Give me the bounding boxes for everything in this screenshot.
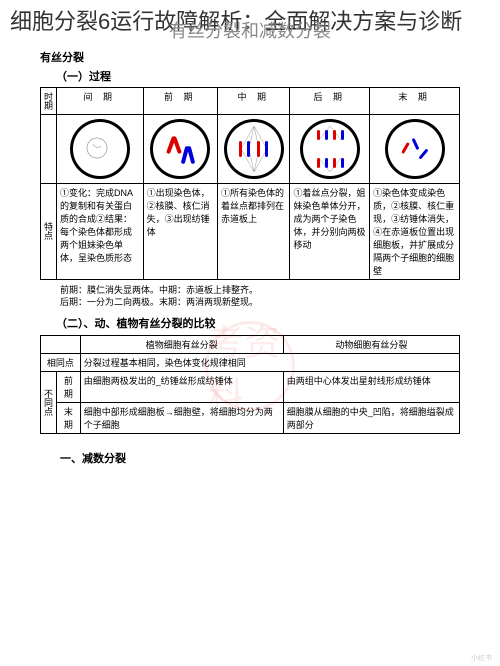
- same-label: 相同点: [41, 353, 81, 371]
- comparison-table: 植物细胞有丝分裂 动物细胞有丝分裂 相同点 分裂过程基本相同，染色体变化规律相同…: [40, 335, 460, 434]
- col-plant: 植物细胞有丝分裂: [80, 335, 283, 353]
- diff-plant-telophase: 细胞中部形成细胞板→细胞壁，将细胞均分为两个子细胞: [80, 402, 283, 433]
- same-content: 分裂过程基本相同，染色体变化规律相同: [80, 353, 459, 371]
- feat-prophase: ①出现染色体，②核膜、核仁消失，③出现纺锤体: [143, 183, 217, 279]
- mnemonic-note: 前期：膜仁消失显两体。中期：赤道板上排整齐。 后期：一分为二向两极。末期：两消两…: [60, 284, 460, 309]
- phase-5-head: 末 期: [370, 87, 460, 114]
- feature-row: 特点 ①变化：完成DNA 的复制和有关蛋白质的合成②结果：每个染色体都形成两个姐…: [41, 183, 460, 279]
- feat-metaphase: ①所有染色体的着丝点都排列在赤道板上: [218, 183, 290, 279]
- feat-telophase: ①染色体变成染色质，②核膜、核仁重现，③纺锤体消失，④在赤道板位置出现细胞板，并…: [370, 183, 460, 279]
- section-2-heading: 一、减数分裂: [60, 450, 460, 466]
- diff-label: 不同点: [41, 371, 57, 433]
- phase-1-head: 间 期: [57, 87, 144, 114]
- diff-animal-telophase: 细胞膜从细胞的中央_凹陷，将细胞缢裂成两部分: [283, 402, 459, 433]
- diff-plant-prophase: 由细胞两极发出的_纺锤丝形成纺锤体: [80, 371, 283, 402]
- section-1-2-heading: （二）、动、植物有丝分裂的比较: [56, 315, 460, 331]
- row-label-feature: 特点: [41, 183, 57, 279]
- note-line-1: 前期：膜仁消失显两体。中期：赤道板上排整齐。: [60, 284, 460, 297]
- section-1-heading: 有丝分裂: [40, 49, 460, 65]
- phase-table: 时期 间 期 前 期 中 期 后 期 末 期: [40, 87, 460, 280]
- cell-diagram-prophase: [150, 119, 210, 179]
- diagram-row: [41, 114, 460, 183]
- feat-interphase: ①变化：完成DNA 的复制和有关蛋白质的合成②结果：每个染色体都形成两个姐妹染色…: [57, 183, 144, 279]
- cell-diagram-metaphase: [224, 119, 284, 179]
- phase-2-head: 前 期: [143, 87, 217, 114]
- note-line-2: 后期：一分为二向两极。末期：两消两现新壁现。: [60, 296, 460, 309]
- feat-anaphase: ①着丝点分裂，姐妹染色单体分开，成为两个子染色体，并分别向两极移动: [290, 183, 370, 279]
- phase-4-head: 后 期: [290, 87, 370, 114]
- diff-row-1-label: 前期: [57, 371, 81, 402]
- phase-3-head: 中 期: [218, 87, 290, 114]
- diff-animal-prophase: 由两组中心体发出星射线形成纺锤体: [283, 371, 459, 402]
- cell-diagram-telophase: [385, 119, 445, 179]
- section-1-1-heading: （一）过程: [56, 68, 460, 84]
- cell-diagram-interphase: [70, 119, 130, 179]
- diff-row-2-label: 末期: [57, 402, 81, 433]
- source-tag: 小红书: [471, 653, 492, 663]
- col-animal: 动物细胞有丝分裂: [283, 335, 459, 353]
- cell-diagram-anaphase: [300, 119, 360, 179]
- row-label-period: 时期: [41, 87, 57, 114]
